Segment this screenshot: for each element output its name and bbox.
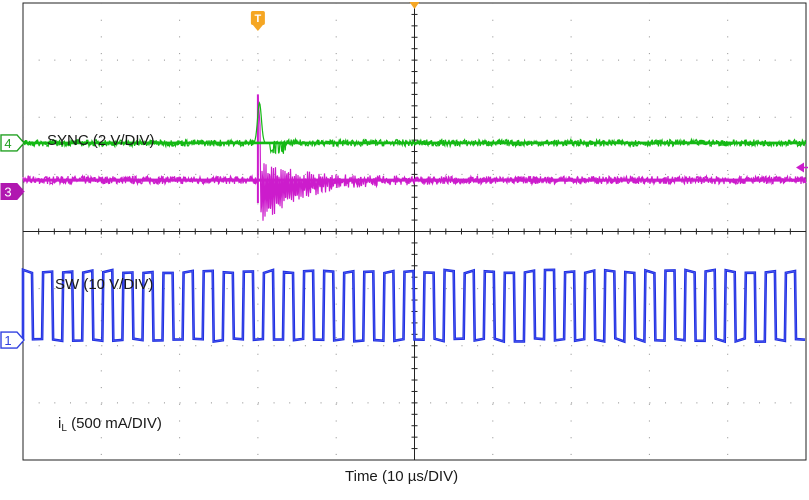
il-trace-label: iL (500 mA/DIV) — [58, 415, 162, 434]
trigger-position-pointer — [252, 25, 263, 31]
channel-1-marker — [0, 331, 25, 349]
sync-trace-label: SYNC (2 V/DIV) — [47, 132, 155, 149]
channel-4-marker — [0, 134, 25, 152]
horizontal-position-marker — [409, 2, 420, 9]
channel-1-marker-number: 1 — [4, 333, 11, 348]
channel-3-marker-number: 3 — [4, 185, 11, 200]
sync-trace-highlight — [22, 269, 806, 343]
channel-3-marker — [0, 183, 25, 201]
sw-trace-label: SW (10 V/DIV) — [55, 276, 154, 293]
channel-4-marker-number: 4 — [4, 136, 11, 151]
x-axis-label: Time (10 µs/DIV) — [345, 468, 459, 485]
trigger-position-letter: T — [255, 13, 262, 25]
trigger-level-arrow — [796, 162, 804, 173]
trigger-position-marker — [250, 11, 265, 25]
